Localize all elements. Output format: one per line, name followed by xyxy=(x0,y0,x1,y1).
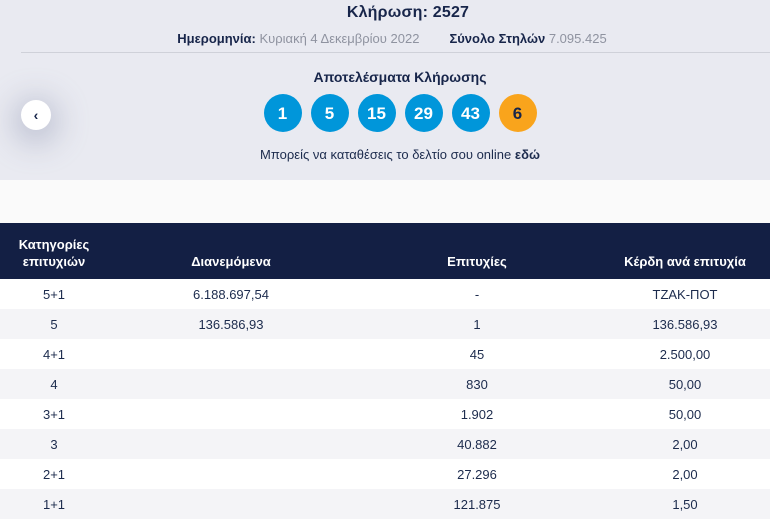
header-divider xyxy=(21,52,770,53)
cell-prize: 2,00 xyxy=(672,466,698,482)
total-columns: Σύνολο Στηλών 7.095.425 xyxy=(449,31,606,46)
cell-winners: 40.882 xyxy=(457,436,497,452)
cell-prize: 1,50 xyxy=(672,496,698,512)
drawn-numbers-row: 1 5 15 29 43 6 xyxy=(0,94,770,132)
section-gap xyxy=(0,180,770,223)
previous-draw-button[interactable]: ‹ xyxy=(21,100,51,130)
column-header-categories: Κατηγορίες επιτυχιών xyxy=(18,236,90,270)
drawn-number-ball: 1 xyxy=(263,94,302,132)
table-row: 1+1 121.875 1,50 xyxy=(0,489,770,519)
drawn-number-ball: 43 xyxy=(451,94,490,132)
total-columns-value: 7.095.425 xyxy=(548,31,607,46)
cell-category: 5 xyxy=(50,316,58,332)
table-row: 5 136.586,93 1 136.586,93 xyxy=(0,309,770,339)
draw-title: Κλήρωση: 2527 xyxy=(346,4,470,21)
draw-date: Ημερομηνία: Κυριακή 4 Δεκεμβρίου 2022 xyxy=(177,31,419,46)
cell-prize: ΤΖΑΚ-ΠΟΤ xyxy=(652,286,718,302)
table-row: 3 40.882 2,00 xyxy=(0,429,770,459)
table-row: 5+1 6.188.697,54 - ΤΖΑΚ-ΠΟΤ xyxy=(0,279,770,309)
draw-date-value: Κυριακή 4 Δεκεμβρίου 2022 xyxy=(259,31,420,46)
column-header-distributed: Διανεμόμενα xyxy=(191,254,271,270)
column-header-prize: Κέρδη ανά επιτυχία xyxy=(624,254,746,270)
total-columns-label: Σύνολο Στηλών xyxy=(449,31,546,46)
cell-winners: 830 xyxy=(466,376,488,392)
cell-category: 3+1 xyxy=(42,406,66,422)
deposit-note: Μπορείς να καταθέσεις το δελτίο σου onli… xyxy=(0,147,770,162)
cell-winners: 1.902 xyxy=(460,406,494,422)
draw-header-panel: Κλήρωση: 2527 Ημερομηνία: Κυριακή 4 Δεκε… xyxy=(0,0,770,180)
table-row: 3+1 1.902 50,00 xyxy=(0,399,770,429)
cell-winners: 121.875 xyxy=(453,496,501,512)
cell-winners: 1 xyxy=(473,316,481,332)
cell-category: 5+1 xyxy=(42,286,66,302)
joker-number-ball: 6 xyxy=(498,94,537,132)
column-header-winners: Επιτυχίες xyxy=(447,254,507,270)
winnings-table: Κατηγορίες επιτυχιών Διανεμόμενα Επιτυχί… xyxy=(0,223,770,519)
draw-date-label: Ημερομηνία: xyxy=(177,31,256,46)
cell-prize: 50,00 xyxy=(668,406,702,422)
cell-category: 1+1 xyxy=(42,496,66,512)
cell-winners: 45 xyxy=(469,346,485,362)
cell-category: 4+1 xyxy=(42,346,66,362)
cell-category: 2+1 xyxy=(42,466,66,482)
table-row: 2+1 27.296 2,00 xyxy=(0,459,770,489)
cell-winners: - xyxy=(474,286,480,302)
cell-category: 3 xyxy=(50,436,58,452)
cell-distributed: 6.188.697,54 xyxy=(193,286,269,302)
cell-prize: 2.500,00 xyxy=(659,346,711,362)
cell-prize: 50,00 xyxy=(668,376,702,392)
draw-meta-row: Ημερομηνία: Κυριακή 4 Δεκεμβρίου 2022 Σύ… xyxy=(0,31,770,46)
table-body: 5+1 6.188.697,54 - ΤΖΑΚ-ΠΟΤ 5 136.586,93… xyxy=(0,279,770,519)
table-row: 4 830 50,00 xyxy=(0,369,770,399)
cell-category: 4 xyxy=(50,376,58,392)
deposit-note-text: Μπορείς να καταθέσεις το δελτίο σου onli… xyxy=(260,147,512,162)
results-title: Αποτελέσματα Κλήρωσης xyxy=(313,69,487,85)
table-header-row: Κατηγορίες επιτυχιών Διανεμόμενα Επιτυχί… xyxy=(0,223,770,279)
cell-prize: 136.586,93 xyxy=(652,316,718,332)
table-row: 4+1 45 2.500,00 xyxy=(0,339,770,369)
drawn-number-ball: 15 xyxy=(357,94,396,132)
chevron-left-icon: ‹ xyxy=(33,107,39,123)
drawn-number-ball: 29 xyxy=(404,94,443,132)
cell-distributed: 136.586,93 xyxy=(198,316,264,332)
cell-prize: 2,00 xyxy=(672,436,698,452)
drawn-number-ball: 5 xyxy=(310,94,349,132)
deposit-note-link[interactable]: εδώ xyxy=(514,147,540,162)
cell-winners: 27.296 xyxy=(457,466,497,482)
